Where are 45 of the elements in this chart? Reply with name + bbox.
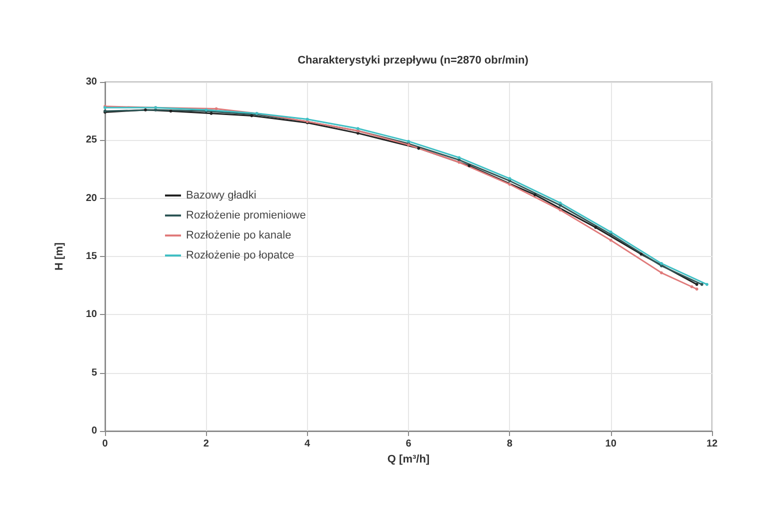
y-tick-label: 20 [86,192,98,204]
y-tick-label: 15 [86,251,98,262]
point [306,118,309,121]
x-tick-label: 8 [506,438,513,450]
point [594,226,598,229]
point [705,282,708,286]
chart-title: Charakterystyki przepływu (n=2870 obr/min) [298,54,529,66]
point [660,262,663,265]
point [695,288,698,291]
x-tick-label: 6 [406,438,412,450]
y-tick-label: 0 [91,426,98,436]
x-tick-label: 2 [203,438,210,450]
point [508,182,512,186]
point [533,193,536,196]
legend-label: Rozłożenie promieniowe [186,210,306,222]
y-tick-label: 25 [86,134,98,146]
point [210,112,213,115]
y-tick-label: 30 [86,76,98,88]
point [214,107,218,110]
x-tick-label: 4 [304,438,311,450]
point [558,208,562,212]
point [407,140,410,143]
point [458,160,461,164]
point [690,285,694,288]
legend-label: Bazowy gładki [186,190,256,202]
point [144,108,147,112]
point [417,146,420,150]
point [695,282,698,286]
point [660,271,663,274]
x-tick-label: 10 [605,438,617,450]
legend-label: Rozłożenie po kanale [186,230,292,242]
x-tick-label: 0 [102,438,108,450]
y-tick-label: 10 [86,309,98,320]
point [468,164,471,168]
x-tick-label: 12 [706,438,718,450]
point [640,252,643,256]
y-axis-title: H [m] [54,242,66,271]
x-axis-title: Q [m³/h] [387,453,430,466]
point [558,201,562,204]
point [250,114,254,118]
point [700,282,704,286]
point [169,110,172,113]
y-tick-label: 5 [91,367,98,378]
point [609,238,612,242]
legend-label: Rozłożenie po łopatce [186,250,294,262]
